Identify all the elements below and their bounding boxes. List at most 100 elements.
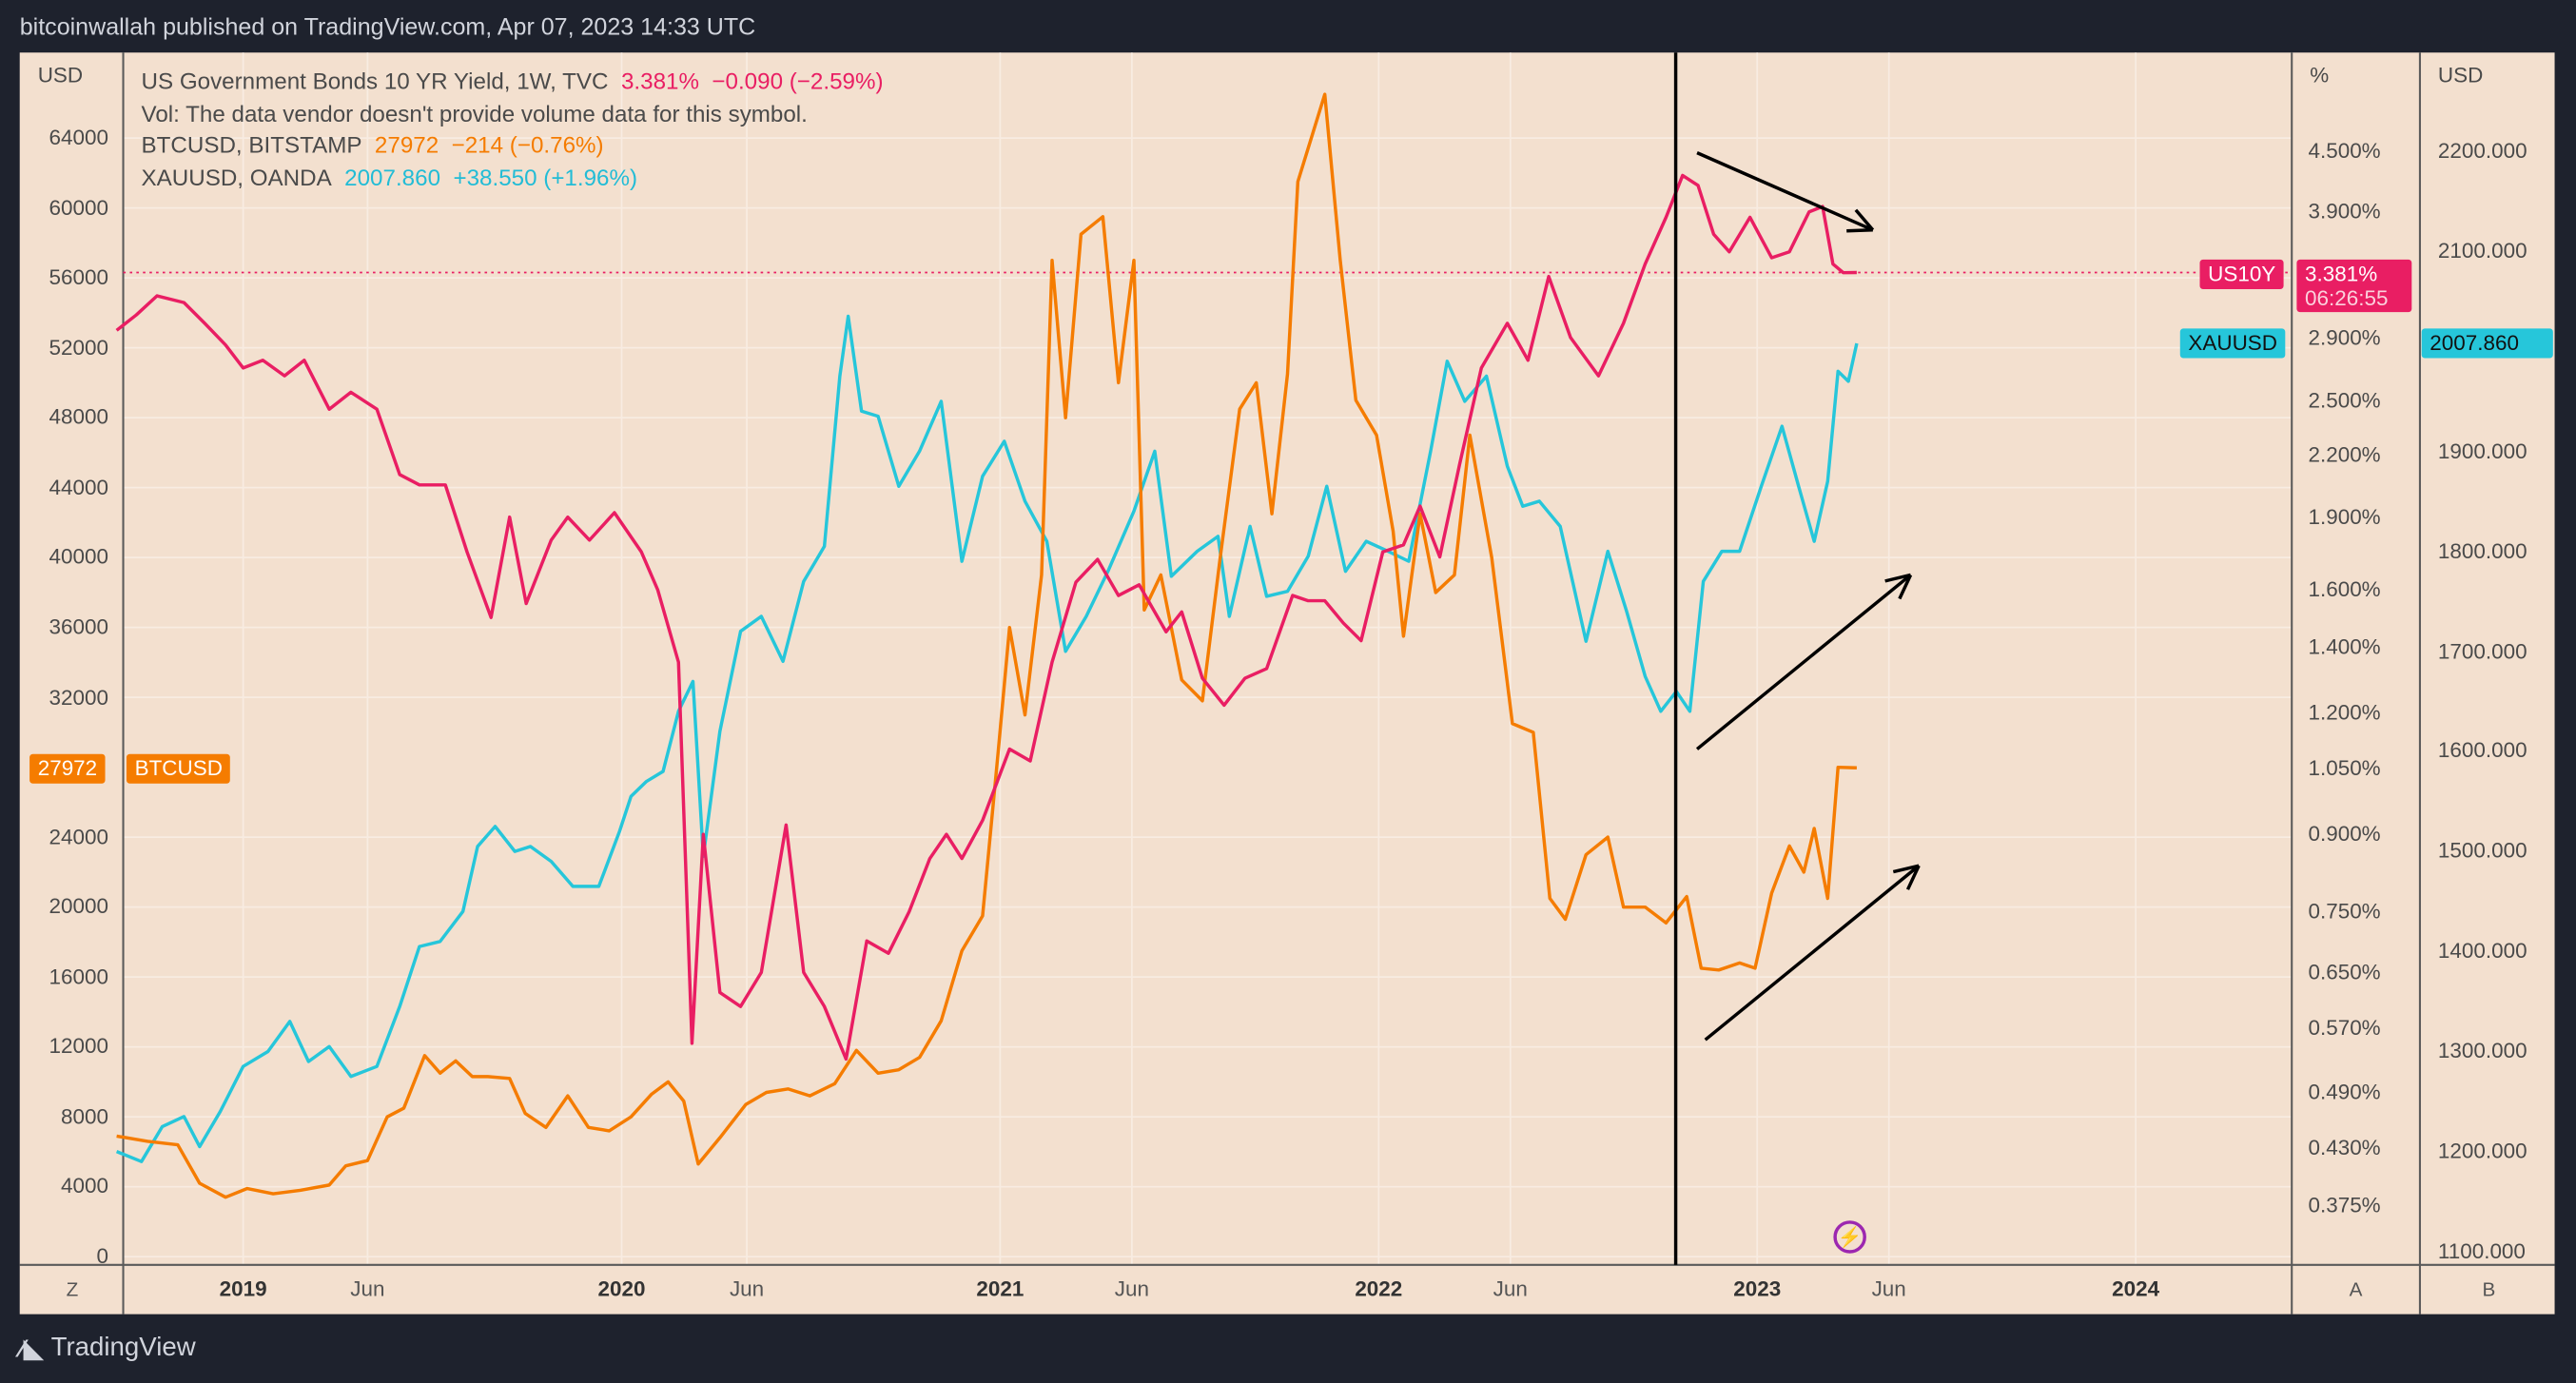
left-axis-tick: 64000 (49, 125, 108, 150)
xau-series-line (115, 314, 1859, 1163)
pct-axis-tick: 0.900% (2308, 821, 2381, 847)
legend-xau[interactable]: XAUUSD, OANDA 2007.860 +38.550 (+1.96%) (142, 162, 884, 194)
pct-axis-tick: 1.400% (2308, 633, 2381, 659)
footer-brand[interactable]: TradingView (50, 1334, 196, 1362)
pct-axis-tick: 1.600% (2308, 576, 2381, 602)
left-axis-tick: 8000 (61, 1103, 108, 1129)
legend-volume-note: Vol: The data vendor doesn't provide vol… (141, 99, 808, 127)
left-axis-tick: 60000 (49, 194, 108, 220)
usd-axis-tick: 1700.000 (2437, 637, 2527, 663)
tradingview-logo: ⁄◣ (19, 1335, 43, 1364)
time-axis-tick: Jun (1871, 1276, 1906, 1301)
usd-axis-tick: 1500.000 (2437, 838, 2527, 864)
btc-symbol-tag: BTCUSD (126, 753, 231, 784)
footer: ⁄◣ TradingView (20, 1334, 196, 1363)
pct-axis-tick: 1.900% (2308, 503, 2381, 529)
us10y-price-tag: 3.381% 06:26:55 (2296, 259, 2412, 313)
usd-axis-tick: 2100.000 (2437, 238, 2527, 263)
annotation-arrow (1695, 574, 1912, 750)
pct-axis-tick: 0.750% (2308, 898, 2381, 924)
left-axis-tick: 36000 (49, 614, 108, 639)
left-axis-tick: 56000 (49, 264, 108, 290)
pct-axis-tick: 0.570% (2308, 1015, 2381, 1041)
xau-price-tag: 2007.860 (2421, 328, 2553, 359)
legend-us10y[interactable]: US Government Bonds 10 YR Yield, 1W, TVC… (142, 66, 884, 98)
legend-btc-value: 27972 (374, 131, 439, 158)
pct-axis-tick: 1.200% (2308, 698, 2381, 724)
time-axis-tick: Jun (350, 1276, 385, 1301)
pct-axis-tick: 2.900% (2308, 324, 2381, 350)
left-axis-tick: 4000 (61, 1173, 108, 1198)
usd-axis-tick: 2200.000 (2437, 138, 2527, 163)
pct-axis-button[interactable]: A (2349, 1277, 2363, 1301)
legend-btc[interactable]: BTCUSD, BITSTAMP 27972 −214 (−0.76%) (142, 129, 884, 162)
left-axis-tick: 12000 (49, 1033, 108, 1059)
time-axis-tick: 2024 (2112, 1276, 2160, 1301)
pct-axis-unit: % (2310, 62, 2330, 88)
left-axis-tick: 40000 (49, 544, 108, 570)
pct-axis-tick: 2.500% (2308, 387, 2381, 413)
left-axis-tick: 16000 (49, 964, 108, 989)
legend-xau-value: 2007.860 (344, 163, 441, 190)
legend-xau-name: XAUUSD, OANDA (141, 163, 332, 190)
pct-axis-tick: 0.650% (2308, 959, 2381, 984)
legend-us10y-value: 3.381% (620, 67, 699, 94)
legend-us10y-change: −0.090 (−2.59%) (712, 67, 884, 94)
usd-axis-tick: 1200.000 (2437, 1138, 2527, 1163)
time-axis-tick: 2023 (1733, 1276, 1782, 1301)
usd-axis-tick: 1300.000 (2437, 1038, 2527, 1063)
annotation-arrow (1696, 151, 1874, 232)
left-axis-unit: USD (37, 62, 84, 88)
btc-price-tag: 27972 (29, 753, 106, 784)
time-axis-tick: 2022 (1355, 1276, 1403, 1301)
legend-btc-change: −214 (−0.76%) (451, 131, 604, 158)
arrow-head (1846, 228, 1873, 233)
time-axis-tick: 2019 (219, 1276, 267, 1301)
us10y-series-line (115, 173, 1857, 1062)
lightning-icon[interactable]: ⚡ (1833, 1220, 1866, 1254)
xau-symbol-tag: XAUUSD (2179, 328, 2286, 359)
usd-axis-tick: 1800.000 (2437, 537, 2527, 563)
time-axis-tick: Jun (729, 1276, 765, 1301)
left-axis-tick: 24000 (49, 824, 108, 849)
annotation-arrow (1704, 864, 1921, 1042)
usd-axis-tick: 1100.000 (2437, 1237, 2526, 1263)
left-axis-tick: 32000 (49, 684, 108, 710)
btc-series-line (116, 92, 1857, 1199)
usd-axis-unit: USD (2437, 62, 2484, 88)
time-axis-tick: Jun (1114, 1276, 1149, 1301)
time-axis-tick: 2021 (976, 1276, 1025, 1301)
usd-axis-tick: 1400.000 (2437, 938, 2527, 964)
left-axis-tick: 0 (96, 1243, 108, 1269)
arrow-head (1892, 864, 1920, 874)
legend-xau-change: +38.550 (+1.96%) (453, 163, 638, 190)
pct-axis-tick: 4.500% (2308, 138, 2381, 163)
us10y-symbol-tag: US10Y (2199, 259, 2284, 289)
pct-axis-tick: 2.200% (2308, 441, 2381, 467)
arrow-head (1898, 574, 1913, 600)
arrow-head (1905, 865, 1921, 890)
arrow-head (1854, 208, 1875, 231)
legend: US Government Bonds 10 YR Yield, 1W, TVC… (142, 66, 884, 194)
us10y-countdown: 06:26:55 (2305, 285, 2389, 311)
left-axis-tick: 44000 (49, 474, 108, 499)
us10y-price: 3.381% (2305, 261, 2378, 286)
pct-axis-tick: 0.430% (2308, 1134, 2381, 1159)
usd-axis-tick: 1600.000 (2437, 738, 2527, 764)
left-axis-button[interactable]: Z (66, 1277, 79, 1301)
usd-axis-button[interactable]: B (2482, 1277, 2496, 1301)
left-axis-tick: 48000 (49, 404, 108, 430)
pct-axis-tick: 0.490% (2308, 1079, 2381, 1104)
publish-info: bitcoinwallah published on TradingView.c… (19, 14, 756, 42)
chart-frame (19, 52, 2555, 1315)
usd-axis-tick: 1900.000 (2437, 438, 2527, 463)
pct-axis-tick: 0.375% (2308, 1192, 2381, 1217)
left-axis-tick: 20000 (49, 893, 108, 919)
pct-axis-tick: 3.900% (2308, 198, 2381, 224)
pct-axis-tick: 1.050% (2308, 755, 2381, 781)
time-axis-tick: Jun (1493, 1276, 1528, 1301)
legend-us10y-name: US Government Bonds 10 YR Yield, 1W, TVC (141, 67, 609, 94)
left-axis-tick: 52000 (49, 334, 108, 360)
